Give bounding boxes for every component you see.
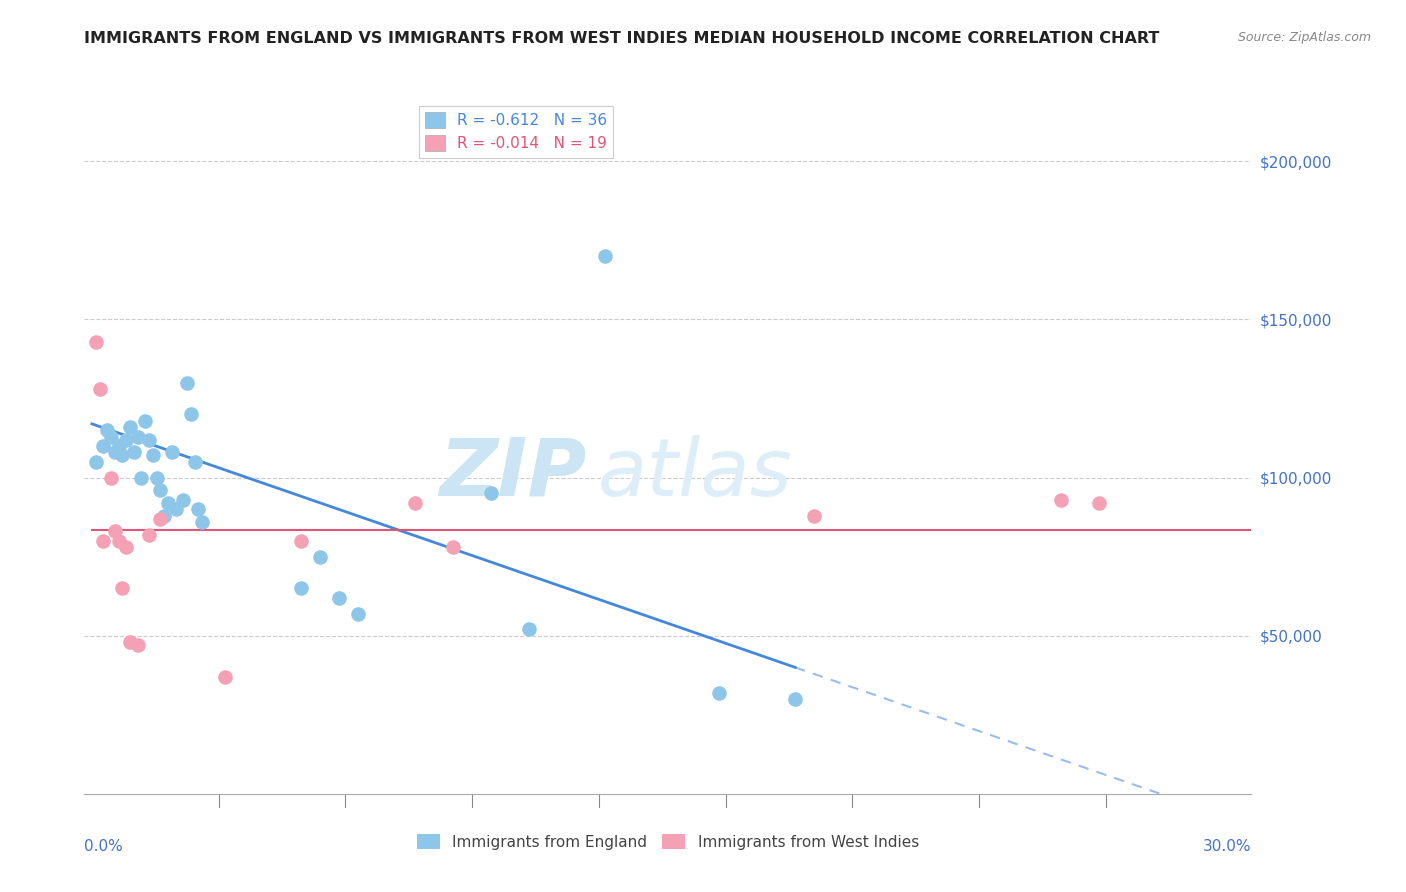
Text: ZIP: ZIP (439, 434, 586, 513)
Point (134, 414, 156, 428)
Point (84, 455, 107, 469)
Point (104, 524, 127, 539)
Point (180, 408, 202, 422)
Point (115, 540, 138, 554)
Legend: Immigrants from England, Immigrants from West Indies: Immigrants from England, Immigrants from… (411, 828, 925, 855)
Point (593, 249, 616, 263)
Point (118, 635, 141, 649)
Point (156, 496, 179, 510)
Point (1050, 492, 1073, 507)
Point (145, 470, 167, 484)
Point (111, 449, 134, 463)
Text: atlas: atlas (598, 434, 793, 513)
Point (803, 508, 825, 523)
Text: 0.0%: 0.0% (84, 839, 124, 855)
Point (118, 420, 141, 434)
Point (347, 607, 370, 621)
Point (138, 433, 160, 447)
Point (100, 429, 122, 443)
Point (96, 423, 118, 437)
Point (517, 623, 540, 637)
Point (441, 540, 464, 554)
Point (149, 483, 172, 498)
Point (785, 692, 807, 706)
Point (290, 533, 312, 548)
Text: IMMIGRANTS FROM ENGLAND VS IMMIGRANTS FROM WEST INDIES MEDIAN HOUSEHOLD INCOME C: IMMIGRANTS FROM ENGLAND VS IMMIGRANTS FR… (84, 31, 1160, 46)
Point (93, 439, 115, 453)
Point (149, 512, 172, 526)
Point (100, 470, 122, 484)
Point (328, 591, 350, 605)
Point (131, 470, 153, 484)
Point (183, 455, 205, 469)
Point (107, 533, 129, 548)
Point (479, 486, 502, 500)
Point (138, 527, 160, 541)
Text: 30.0%: 30.0% (1204, 839, 1251, 855)
Point (84, 334, 107, 349)
Point (290, 582, 312, 596)
Point (214, 670, 236, 684)
Point (142, 449, 165, 463)
Point (191, 515, 214, 529)
Point (309, 549, 332, 564)
Point (127, 638, 149, 652)
Point (1088, 496, 1111, 510)
Point (176, 376, 198, 390)
Point (404, 496, 426, 510)
Point (160, 445, 183, 459)
Point (187, 502, 209, 516)
Point (111, 582, 134, 596)
Point (707, 686, 730, 700)
Point (127, 429, 149, 443)
Point (104, 445, 127, 459)
Text: Source: ZipAtlas.com: Source: ZipAtlas.com (1237, 31, 1371, 45)
Point (89, 382, 111, 396)
Point (153, 508, 176, 523)
Point (172, 492, 194, 507)
Point (107, 439, 129, 453)
Point (115, 433, 138, 447)
Point (165, 502, 187, 516)
Point (122, 445, 145, 459)
Point (93, 533, 115, 548)
